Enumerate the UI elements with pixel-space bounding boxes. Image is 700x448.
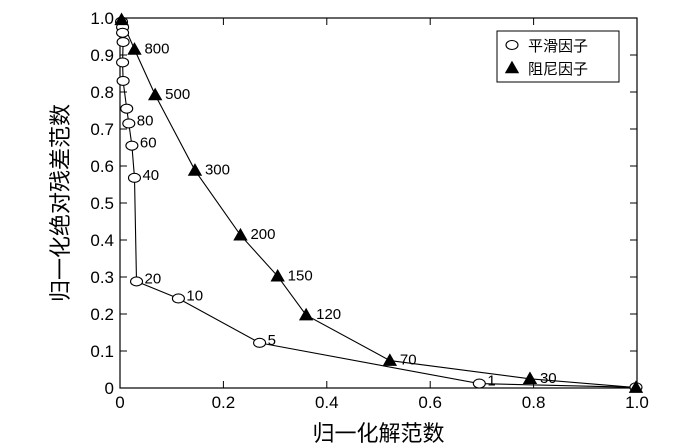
- data-label: 1: [487, 373, 495, 390]
- series-2-point: [187, 163, 203, 176]
- legend-entry: 阻尼因子: [528, 60, 588, 78]
- y-tick-label: 0.9: [90, 46, 114, 65]
- data-label: 150: [288, 267, 313, 284]
- legend-marker: [504, 60, 520, 74]
- y-tick-label: 0.8: [90, 83, 114, 102]
- series-1-point: [171, 293, 185, 304]
- y-tick-label: 0.7: [90, 120, 114, 139]
- data-label: 5: [268, 332, 276, 349]
- series-1-point: [125, 140, 139, 151]
- series-2-point: [127, 42, 142, 55]
- y-tick-label: 0.6: [90, 157, 114, 176]
- legend-box: [496, 30, 620, 83]
- series-1-point: [122, 118, 136, 129]
- series-1-point: [116, 75, 130, 86]
- series-2-point: [233, 227, 248, 241]
- series-1-point: [253, 337, 267, 348]
- data-label: 30: [540, 370, 557, 387]
- series-1-point: [127, 172, 142, 183]
- data-labels: 80 60 40 20 10 5 1 800 500 300 200 150 120 70 30: [137, 40, 557, 389]
- y-tick-label: 0: [105, 379, 114, 398]
- data-label: 200: [250, 226, 275, 243]
- series-2-point: [298, 307, 314, 321]
- series-1-point: [129, 276, 144, 287]
- x-tick-label: 0.4: [315, 393, 339, 412]
- series-1-point: [116, 57, 130, 68]
- y-tick-label: 0.3: [90, 268, 114, 287]
- series-2-point: [114, 12, 129, 26]
- series-2-point: [522, 371, 538, 385]
- data-label: 800: [144, 40, 169, 57]
- series-1-point: [116, 27, 130, 38]
- data-label: 500: [165, 86, 190, 103]
- legend-marker: [505, 39, 519, 51]
- x-tick-label: 0: [115, 393, 124, 412]
- data-label: 10: [186, 287, 203, 304]
- data-label: 70: [400, 352, 417, 369]
- series-2-point: [628, 380, 644, 393]
- legend-entry: 平滑因子: [528, 37, 588, 55]
- series-1-point: [120, 103, 134, 114]
- series-1-point: [472, 378, 486, 389]
- data-label: 40: [142, 167, 159, 184]
- data-label: 20: [145, 270, 162, 287]
- x-tick-label: 0.6: [418, 393, 442, 412]
- x-tick-label: 1.0: [625, 393, 649, 412]
- y-tick-label: 0.5: [90, 194, 114, 213]
- series-2-point: [147, 87, 163, 101]
- y-tick-label: 1.0: [90, 9, 114, 28]
- data-label: 300: [205, 161, 230, 178]
- y-axis-title: 归一化绝对残差范数: [49, 104, 74, 302]
- series-line-2: [121, 19, 637, 389]
- x-tick-label: 0.2: [212, 393, 236, 412]
- data-label: 120: [316, 306, 341, 323]
- axes: 0 0.2 0.4 0.6 0.8 1.0 0 0.1 0.2 0.3 0.4 0.5 0.6 0.7 0.…: [49, 9, 649, 447]
- series-2-point: [382, 353, 398, 366]
- y-tick-label: 0.4: [90, 231, 114, 250]
- x-axis-title: 归一化解范数: [312, 422, 444, 447]
- series-1-point: [116, 36, 130, 48]
- x-tick-label: 0.8: [522, 393, 546, 412]
- data-label: 60: [140, 135, 157, 152]
- y-tick-label: 0.1: [90, 342, 114, 361]
- y-tick-label: 0.2: [90, 305, 114, 324]
- data-label: 80: [137, 112, 154, 129]
- series-2-point: [270, 268, 285, 282]
- series-markers: [114, 12, 644, 393]
